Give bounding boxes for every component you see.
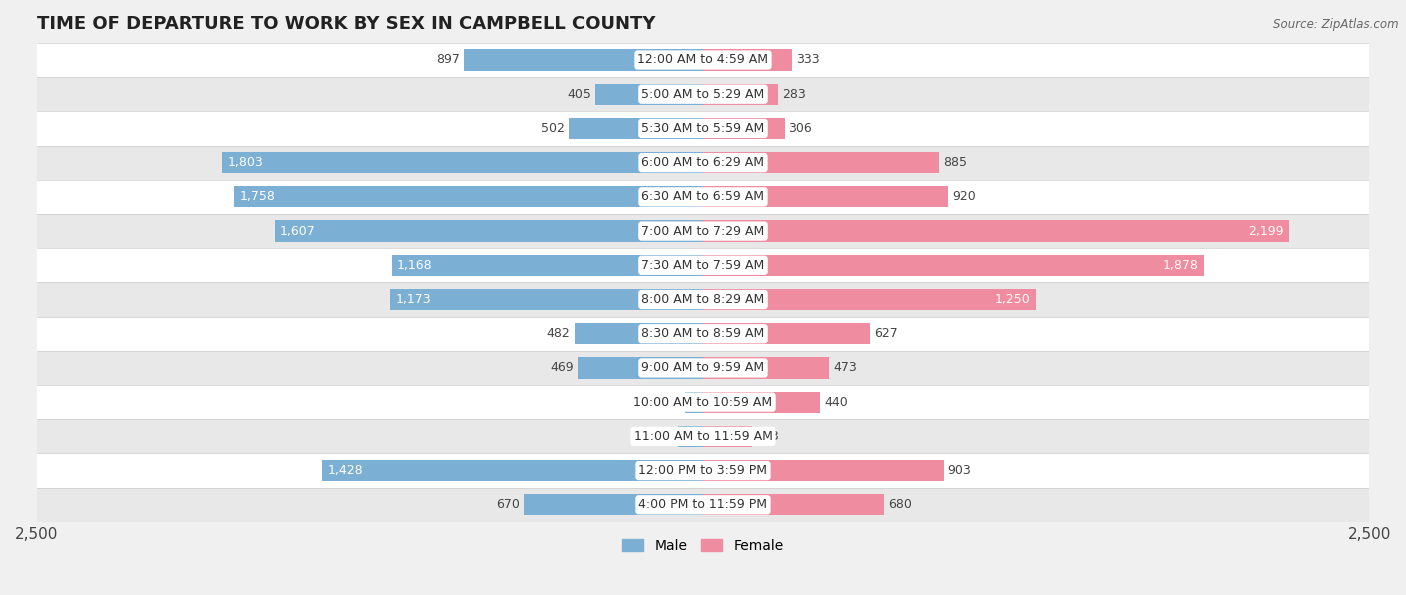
Text: 6:30 AM to 6:59 AM: 6:30 AM to 6:59 AM (641, 190, 765, 203)
Text: 306: 306 (789, 122, 813, 135)
Bar (703, 392, 820, 413)
Bar (37, 419, 1369, 453)
Text: 69: 69 (665, 396, 681, 409)
Text: 11:00 AM to 11:59 AM: 11:00 AM to 11:59 AM (634, 430, 772, 443)
Bar (37, 77, 1369, 111)
Text: 5:00 AM to 5:29 AM: 5:00 AM to 5:29 AM (641, 87, 765, 101)
Text: 885: 885 (943, 156, 967, 169)
Bar (37, 111, 1369, 146)
Bar (37, 43, 1369, 77)
Text: 12:00 PM to 3:59 PM: 12:00 PM to 3:59 PM (638, 464, 768, 477)
Bar (703, 255, 1204, 276)
Text: 473: 473 (834, 361, 856, 374)
Text: 283: 283 (782, 87, 806, 101)
Bar (575, 323, 703, 345)
Bar (524, 494, 703, 515)
Bar (703, 460, 943, 481)
Text: 12:00 AM to 4:59 AM: 12:00 AM to 4:59 AM (637, 54, 769, 67)
Text: 440: 440 (824, 396, 848, 409)
Legend: Male, Female: Male, Female (617, 533, 789, 558)
Text: 903: 903 (948, 464, 972, 477)
Bar (703, 152, 939, 173)
Text: 8:00 AM to 8:29 AM: 8:00 AM to 8:29 AM (641, 293, 765, 306)
Bar (703, 84, 779, 105)
Text: 7:30 AM to 7:59 AM: 7:30 AM to 7:59 AM (641, 259, 765, 272)
Bar (569, 118, 703, 139)
Text: 1,173: 1,173 (395, 293, 432, 306)
Bar (391, 289, 703, 310)
Bar (464, 49, 703, 71)
Text: 4:00 PM to 11:59 PM: 4:00 PM to 11:59 PM (638, 498, 768, 511)
Text: 897: 897 (436, 54, 460, 67)
Bar (37, 453, 1369, 488)
Text: 9:00 AM to 9:59 AM: 9:00 AM to 9:59 AM (641, 361, 765, 374)
Bar (703, 323, 870, 345)
Text: Source: ZipAtlas.com: Source: ZipAtlas.com (1274, 18, 1399, 31)
Text: 469: 469 (550, 361, 574, 374)
Bar (703, 494, 884, 515)
Text: 6:00 AM to 6:29 AM: 6:00 AM to 6:29 AM (641, 156, 765, 169)
Bar (703, 426, 752, 447)
Bar (37, 248, 1369, 283)
Bar (392, 255, 703, 276)
Bar (595, 84, 703, 105)
Bar (222, 152, 703, 173)
Bar (678, 426, 703, 447)
Bar (37, 146, 1369, 180)
Text: 93: 93 (658, 430, 675, 443)
Text: 8:30 AM to 8:59 AM: 8:30 AM to 8:59 AM (641, 327, 765, 340)
Bar (703, 358, 830, 378)
Bar (37, 283, 1369, 317)
Text: 183: 183 (756, 430, 779, 443)
Text: 670: 670 (496, 498, 520, 511)
Text: TIME OF DEPARTURE TO WORK BY SEX IN CAMPBELL COUNTY: TIME OF DEPARTURE TO WORK BY SEX IN CAMP… (37, 15, 655, 33)
Bar (37, 214, 1369, 248)
Text: 1,758: 1,758 (240, 190, 276, 203)
Bar (37, 351, 1369, 385)
Text: 5:30 AM to 5:59 AM: 5:30 AM to 5:59 AM (641, 122, 765, 135)
Bar (37, 180, 1369, 214)
Text: 1,428: 1,428 (328, 464, 363, 477)
Bar (703, 118, 785, 139)
Bar (274, 221, 703, 242)
Text: 2,199: 2,199 (1249, 224, 1284, 237)
Text: 7:00 AM to 7:29 AM: 7:00 AM to 7:29 AM (641, 224, 765, 237)
Bar (235, 186, 703, 208)
Text: 482: 482 (547, 327, 571, 340)
Text: 405: 405 (567, 87, 591, 101)
Bar (703, 186, 948, 208)
Text: 680: 680 (889, 498, 912, 511)
Bar (685, 392, 703, 413)
Bar (703, 221, 1289, 242)
Text: 10:00 AM to 10:59 AM: 10:00 AM to 10:59 AM (634, 396, 772, 409)
Bar (322, 460, 703, 481)
Bar (578, 358, 703, 378)
Bar (37, 385, 1369, 419)
Bar (37, 488, 1369, 522)
Text: 920: 920 (952, 190, 976, 203)
Text: 502: 502 (541, 122, 565, 135)
Text: 1,803: 1,803 (228, 156, 263, 169)
Bar (37, 317, 1369, 351)
Text: 333: 333 (796, 54, 820, 67)
Text: 1,878: 1,878 (1163, 259, 1198, 272)
Text: 1,607: 1,607 (280, 224, 316, 237)
Text: 627: 627 (875, 327, 898, 340)
Bar (703, 289, 1036, 310)
Text: 1,168: 1,168 (396, 259, 433, 272)
Bar (703, 49, 792, 71)
Text: 1,250: 1,250 (995, 293, 1031, 306)
